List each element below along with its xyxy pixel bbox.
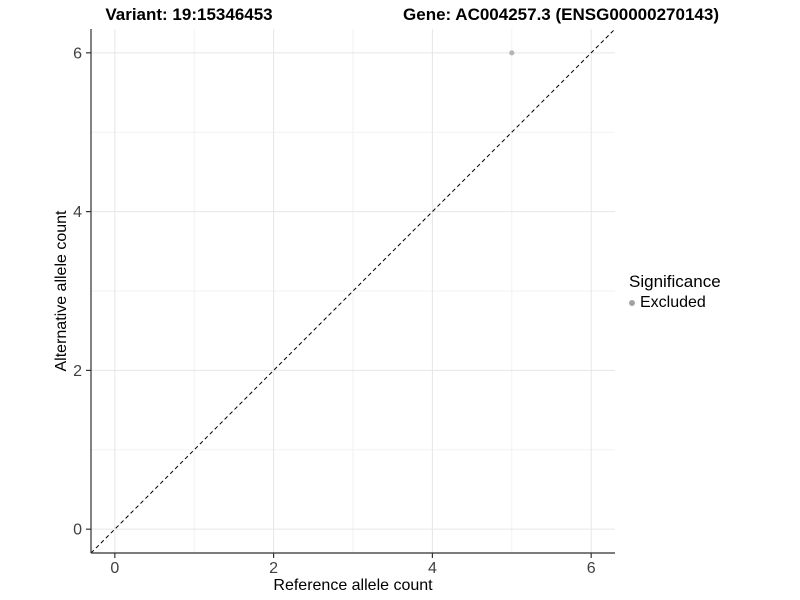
legend-title: Significance [629, 272, 721, 291]
identity-line [90, 28, 616, 554]
plot-title-variant: Variant: 19:15346453 [105, 5, 273, 24]
excluded-point-icon [629, 299, 635, 306]
data-point [509, 50, 515, 56]
y-tick-label: 4 [73, 204, 82, 221]
x-tick-label: 2 [269, 560, 278, 577]
x-axis-title: Reference allele count [273, 577, 433, 594]
legend-item-excluded: Excluded [629, 293, 721, 312]
x-tick-label: 0 [110, 560, 119, 577]
legend: Significance Excluded [629, 272, 721, 312]
y-tick-label: 6 [73, 45, 82, 62]
y-tick-label: 2 [73, 363, 82, 380]
legend-item-label: Excluded [640, 294, 706, 311]
plot-title-gene: Gene: AC004257.3 (ENSG00000270143) [403, 5, 719, 24]
y-axis-title: Alternative allele count [53, 210, 70, 372]
x-tick-label: 4 [428, 560, 437, 577]
y-tick-label: 0 [73, 522, 82, 539]
x-tick-label: 6 [587, 560, 596, 577]
